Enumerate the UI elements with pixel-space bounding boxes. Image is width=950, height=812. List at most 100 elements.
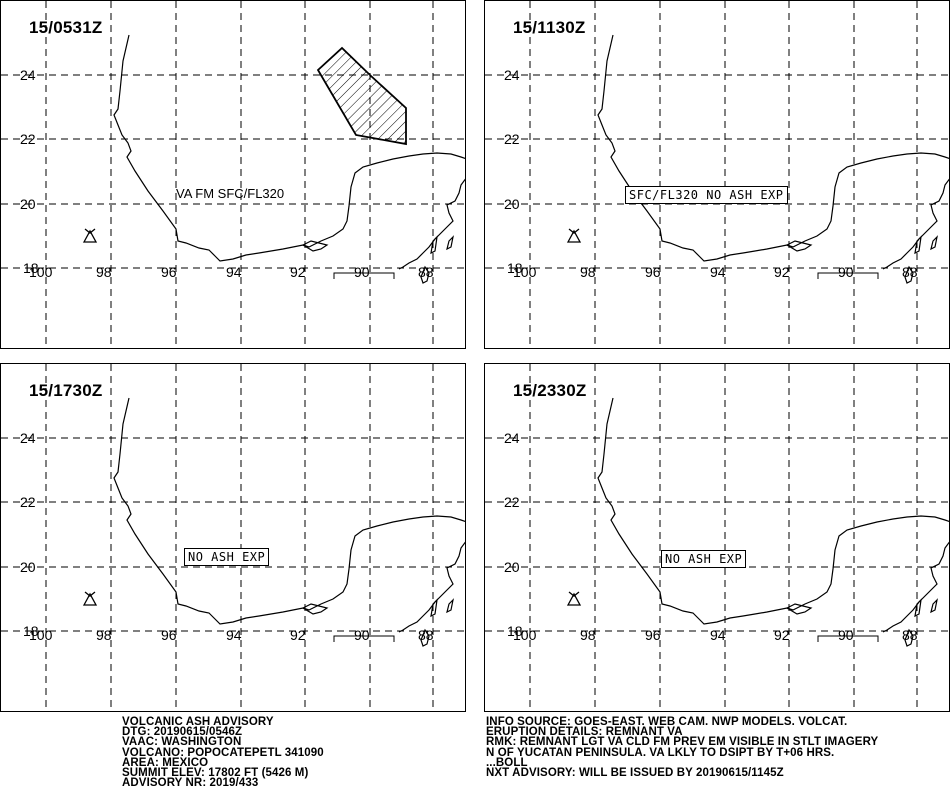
coastline [914,598,922,618]
advisory-line: RMK: REMNANT LGT VA CLD FM PREV EM VISIB… [486,736,879,749]
volcano-icon [82,591,98,606]
panel-time: 15/0531Z [29,18,103,37]
longitude-label: 92 [774,264,790,280]
advisory-line: INFO SOURCE: GOES-EAST. WEB CAM. NWP MOD… [486,716,848,728]
advisory-line: VOLCANO: POPOCATEPETL 341090 [122,746,324,759]
coastline [113,34,465,262]
panel-time: 15/1730Z [29,381,103,400]
latitude-label: 20 [504,196,520,212]
volcano-icon [566,591,582,606]
advisory-header: VOLCANIC ASH ADVISORY DTG: 20190615/0546… [122,716,324,790]
coastline [597,397,949,625]
latitude-label: 22 [20,131,36,147]
longitude-label: 98 [580,627,596,643]
longitude-label: 100 [513,264,537,280]
longitude-label: 100 [29,627,53,643]
latitude-label: 22 [20,494,36,510]
longitude-label: 94 [226,627,242,643]
advisory-line: VOLCANIC ASH ADVISORY [122,716,274,728]
longitude-label: 88 [902,264,918,280]
panel-time: 15/1130Z [513,18,586,37]
coastline [914,235,922,255]
latitude-label: 20 [20,196,36,212]
advisory-line: AREA: MEXICO [122,756,209,769]
longitude-label: 96 [645,627,661,643]
latitude-label: 24 [20,67,36,83]
panel-time: 15/2330Z [513,381,587,400]
volcano-icon [566,228,582,243]
border-line [817,272,879,279]
latitude-label: 24 [504,67,520,83]
ash-cloud-polygon [316,46,407,146]
latitude-label: 18 [23,623,39,639]
longitude-label: 96 [161,627,177,643]
longitude-label: 98 [96,627,112,643]
map-panel-3: 24 22 20 18 100 98 96 94 92 90 88 15/1730Z NO ASH … [0,363,466,712]
coastline [597,34,949,262]
coastline [930,235,938,251]
coastline [446,235,454,251]
coastline [446,598,454,614]
longitude-label: 90 [838,264,854,280]
longitude-label: 90 [838,627,854,643]
border-line [333,635,395,642]
longitude-label: 94 [710,264,726,280]
advisory-line: ...BOLL [486,756,528,769]
advisory-line: NXT ADVISORY: WILL BE ISSUED BY 20190615… [486,766,784,779]
coastline [398,178,465,270]
latitude-label: 24 [504,430,520,446]
longitude-label: 100 [29,264,53,280]
map-panel-4: 24 22 20 18 100 98 96 94 92 90 88 15/2330Z NO ASH … [484,363,950,712]
longitude-label: 98 [580,264,596,280]
longitude-label: 90 [354,627,370,643]
longitude-label: 98 [96,264,112,280]
longitude-label: 96 [645,264,661,280]
longitude-label: 94 [226,264,242,280]
latitude-label: 22 [504,131,520,147]
volcano-icon [82,228,98,243]
map-panel-1: 24 22 20 18 100 98 96 94 92 90 88 15/0531Z VA FM S… [0,0,466,349]
longitude-label: 92 [290,627,306,643]
coastline [420,265,430,284]
forecast-label: SFC/FL320 NO ASH EXP [625,186,788,204]
coastline [904,628,914,647]
latitude-label: 20 [504,559,520,575]
latitude-label: 22 [504,494,520,510]
latitude-label: 20 [20,559,36,575]
latitude-label: 18 [507,623,523,639]
longitude-label: 90 [354,264,370,280]
coastline [904,265,914,284]
coastline [301,240,329,252]
coastline [785,240,813,252]
latitude-label: 18 [23,260,39,276]
coastline [930,598,938,614]
longitude-label: 96 [161,264,177,280]
longitude-label: 88 [902,627,918,643]
coastline [398,541,465,633]
advisory-line: ADVISORY NR: 2019/433 [122,777,259,790]
border-line [817,635,879,642]
longitude-label: 92 [774,627,790,643]
coastline [420,628,430,647]
forecast-label: NO ASH EXP [184,548,270,566]
longitude-label: 100 [513,627,537,643]
coastline [113,397,465,625]
coastline [430,235,438,255]
border-line [333,272,395,279]
advisory-remarks: INFO SOURCE: GOES-EAST. WEB CAM. NWP MOD… [486,716,879,779]
forecast-label: NO ASH EXP [661,550,747,568]
advisory-line: VAAC: WASHINGTON [122,736,242,749]
longitude-label: 92 [290,264,306,280]
longitude-label: 94 [710,627,726,643]
advisory-line: N OF YUCATAN PENINSULA. VA LKLY TO DSIPT… [486,746,835,759]
coastline [430,598,438,618]
longitude-label: 88 [418,627,434,643]
coastline [882,178,949,270]
coastline [301,603,329,615]
advisory-line: SUMMIT ELEV: 17802 FT (5426 M) [122,766,309,779]
map-panel-2: 24 22 20 18 100 98 96 94 92 90 88 15/1130Z SFC/FL3… [484,0,950,349]
